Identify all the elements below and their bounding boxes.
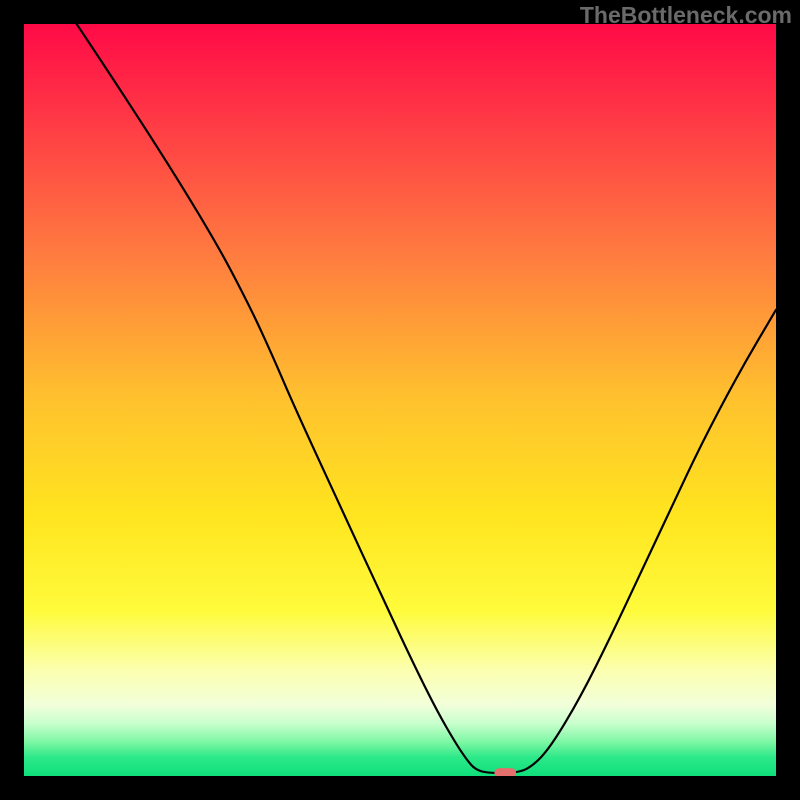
watermark-text: TheBottleneck.com bbox=[580, 2, 792, 29]
plot-area bbox=[24, 24, 776, 776]
chart-frame: TheBottleneck.com bbox=[0, 0, 800, 800]
optimal-marker bbox=[494, 768, 516, 776]
plot-canvas bbox=[24, 24, 776, 776]
gradient-background bbox=[24, 24, 776, 776]
